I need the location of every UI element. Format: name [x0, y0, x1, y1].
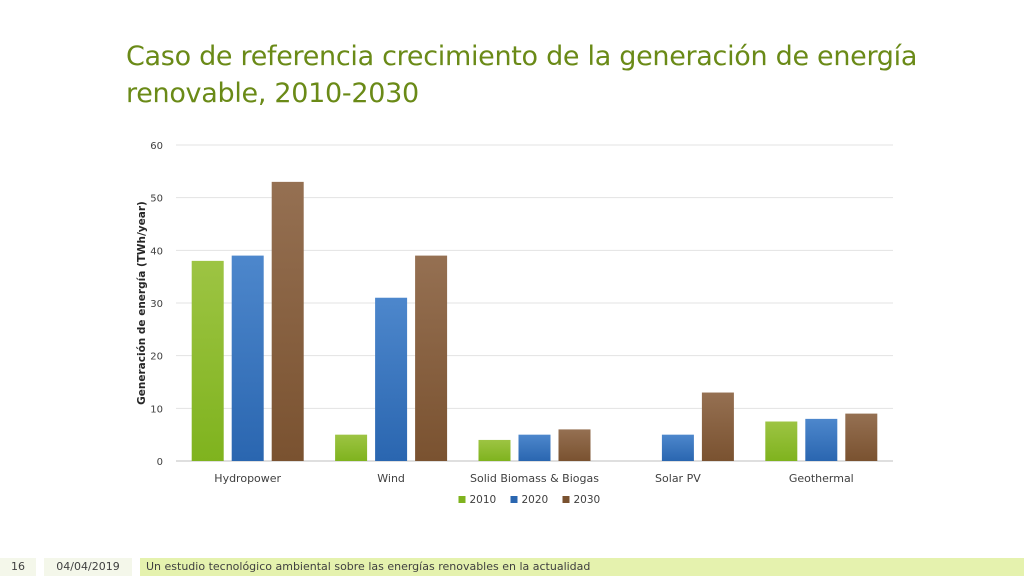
bar-2020-geothermal — [805, 418, 838, 461]
bars — [191, 181, 878, 461]
y-tick-label: 10 — [150, 404, 163, 415]
bar-2010-hydropower — [191, 260, 224, 461]
legend: 2010 2020 2030 — [458, 494, 601, 506]
x-category-label: Wind — [377, 472, 405, 485]
legend-swatch-2020 — [510, 496, 518, 503]
y-tick-label: 30 — [150, 299, 163, 310]
bar-2020-solar-pv — [661, 434, 694, 461]
legend-swatch-2010 — [458, 496, 466, 503]
y-tick-label: 0 — [157, 457, 163, 468]
legend-label-2010: 2010 — [470, 494, 497, 506]
y-tick-label: 50 — [150, 194, 163, 205]
legend-label-2030: 2030 — [574, 494, 601, 506]
y-axis-ticks: 0 10 20 30 40 50 60 — [150, 141, 163, 468]
legend-swatch-2030 — [562, 496, 570, 503]
bar-2010-geothermal — [765, 421, 798, 461]
bar-2030-solar-pv — [701, 392, 734, 461]
bar-2020-hydropower — [231, 255, 264, 461]
footer: 16 04/04/2019 Un estudio tecnológico amb… — [0, 558, 1024, 576]
bar-2030-wind — [415, 255, 448, 461]
bar-2010-wind — [335, 434, 368, 461]
y-axis-label: Generación de energía (TWh/year) — [136, 201, 148, 405]
bar-2030-hydropower — [271, 181, 304, 461]
footer-text: Un estudio tecnológico ambiental sobre l… — [140, 558, 1024, 576]
x-category-label: Solar PV — [655, 472, 701, 485]
y-tick-label: 40 — [150, 246, 163, 257]
bar-2020-solid-biomass-biogas — [518, 434, 551, 461]
x-category-label: Solid Biomass & Biogas — [470, 472, 599, 485]
y-tick-label: 20 — [150, 352, 163, 363]
footer-date: 04/04/2019 — [44, 558, 132, 576]
x-category-label: Hydropower — [214, 472, 281, 485]
slide-title: Caso de referencia crecimiento de la gen… — [126, 41, 918, 109]
bar-2020-wind — [375, 297, 408, 461]
x-axis-categories: Hydropower Wind Solid Biomass & Biogas Sola… — [214, 472, 853, 485]
bar-2030-geothermal — [845, 413, 878, 461]
footer-page-number: 16 — [0, 558, 36, 576]
bar-2010-solid-biomass-biogas — [478, 439, 511, 461]
x-category-label: Geothermal — [789, 472, 854, 485]
y-tick-label: 60 — [150, 141, 163, 152]
legend-label-2020: 2020 — [522, 494, 549, 506]
bar-2030-solid-biomass-biogas — [558, 429, 591, 461]
